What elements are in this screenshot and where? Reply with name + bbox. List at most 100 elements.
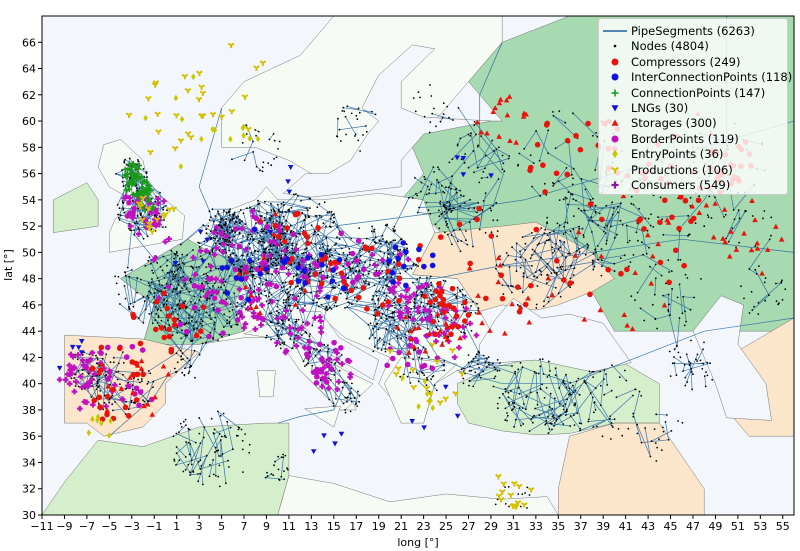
legend-item: PipeSegments (6263) <box>599 23 787 39</box>
plot-frame <box>41 15 795 516</box>
x-tick-label: 17 <box>349 520 363 533</box>
x-tick-label: 19 <box>372 520 386 533</box>
x-tick-label: 39 <box>596 520 610 533</box>
y-tick-label: 48 <box>22 273 36 286</box>
x-tick-label: 11 <box>282 520 296 533</box>
legend-marker <box>611 89 619 97</box>
legend-label: Nodes (4804) <box>631 39 709 54</box>
x-tick-label: 31 <box>506 520 520 533</box>
markers-circle <box>219 226 436 303</box>
legend-marker <box>611 105 619 112</box>
legend-label: PipeSegments (6263) <box>631 24 755 38</box>
land-greece <box>384 357 458 424</box>
x-tick-label: 21 <box>394 520 408 533</box>
legend-marker <box>603 30 627 32</box>
land-ireland <box>53 182 99 233</box>
x-tick-label: 7 <box>241 520 248 533</box>
land-scandinavia <box>221 15 503 181</box>
x-tick-label: 13 <box>304 520 318 533</box>
y-tick-label: 54 <box>22 194 36 207</box>
x-tick-label: −5 <box>101 520 117 533</box>
y-tick-label: 58 <box>22 141 36 154</box>
x-tick-label: 49 <box>708 520 722 533</box>
legend-marker <box>610 166 620 174</box>
legend-label: EntryPoints (36) <box>631 147 724 162</box>
legend-item: EntryPoints (36) <box>599 146 787 162</box>
land-sardinia <box>257 370 276 398</box>
x-tick-label: 45 <box>664 520 678 533</box>
y-tick-label: 44 <box>22 325 36 338</box>
x-tick-label: 33 <box>529 520 543 533</box>
x-tick-label: 37 <box>574 520 588 533</box>
y-tick-label: 30 <box>22 509 36 522</box>
baltic-sea <box>282 44 491 198</box>
legend-label: Consumers (549) <box>631 178 731 192</box>
x-axis: −11 −9 −7 −5 −3 −1 1 3 5 7 9 11 13 15 17 19 21 23 25 27 29 31… <box>30 515 790 533</box>
legend-marker <box>612 149 618 159</box>
legend-label: BorderPoints (119) <box>631 131 739 146</box>
x-tick-label: 3 <box>196 520 203 533</box>
x-tick-label: 29 <box>484 520 498 533</box>
y-tick-label: 40 <box>22 378 36 391</box>
y-tick-label: 66 <box>22 36 36 49</box>
x-tick-label: 25 <box>439 520 453 533</box>
legend-marker <box>611 181 619 189</box>
x-tick-label: −3 <box>124 520 140 533</box>
markers-plus <box>122 160 156 214</box>
markers-tri-down <box>125 42 535 510</box>
legend-marker <box>611 119 619 127</box>
x-tick-label: −7 <box>79 520 95 533</box>
y-tick-label: 32 <box>22 483 36 496</box>
x-tick-label: 1 <box>173 520 180 533</box>
x-tick-label: −11 <box>30 520 53 533</box>
facility-markers <box>56 42 785 510</box>
legend-item: BorderPoints (119) <box>599 131 787 147</box>
x-tick-label: −1 <box>146 520 162 533</box>
y-tick-label: 34 <box>22 456 36 469</box>
x-tick-label: 51 <box>731 520 745 533</box>
y-tick-label: 62 <box>22 89 36 102</box>
legend-item: Consumers (549) <box>599 177 787 193</box>
y-tick-label: 46 <box>22 299 36 312</box>
x-tick-label: 9 <box>263 520 270 533</box>
legend-label: InterConnectionPoints (118) <box>631 70 793 85</box>
legend-item: Productions (106) <box>599 162 787 178</box>
black-sea <box>479 298 632 373</box>
x-tick-label: 41 <box>619 520 633 533</box>
y-tick-label: 42 <box>22 351 36 364</box>
legend-label: Productions (106) <box>631 162 733 177</box>
caspian-sea <box>692 295 772 421</box>
legend-marker <box>611 73 619 81</box>
y-tick-label: 56 <box>22 168 36 181</box>
y-tick-label: 60 <box>22 115 36 128</box>
legend-item: Compressors (249) <box>599 54 787 70</box>
legend-marker <box>611 58 619 66</box>
legend-label: ConnectionPoints (147) <box>631 85 766 100</box>
x-tick-label: 35 <box>551 520 565 533</box>
legend-label: Compressors (249) <box>631 54 741 69</box>
legend-marker <box>611 135 619 143</box>
x-axis-title: long [°] <box>397 536 438 549</box>
legend-item: InterConnectionPoints (118) <box>599 69 792 85</box>
land-italy <box>243 324 374 411</box>
x-tick-label: 55 <box>776 520 790 533</box>
y-tick-label: 38 <box>22 404 36 417</box>
y-tick-label: 36 <box>22 430 36 443</box>
y-tick-label: 64 <box>22 63 36 76</box>
land-sicily <box>304 405 341 428</box>
x-tick-label: 47 <box>686 520 700 533</box>
x-tick-label: 5 <box>218 520 225 533</box>
y-tick-label: 50 <box>22 246 36 259</box>
x-tick-label: 23 <box>417 520 431 533</box>
y-tick-label: 52 <box>22 220 36 233</box>
legend-marker <box>613 45 617 48</box>
x-tick-label: −9 <box>56 520 72 533</box>
legend-item: Nodes (4804) <box>599 38 787 54</box>
x-tick-label: 27 <box>462 520 476 533</box>
y-axis-title: lat [°] <box>2 249 15 281</box>
x-tick-label: 43 <box>641 520 655 533</box>
legend-label: LNGs (30) <box>631 101 689 115</box>
legend-item: ConnectionPoints (147) <box>599 85 787 101</box>
markers-diamond <box>86 73 436 439</box>
legend-item: Storages (300) <box>599 115 787 131</box>
